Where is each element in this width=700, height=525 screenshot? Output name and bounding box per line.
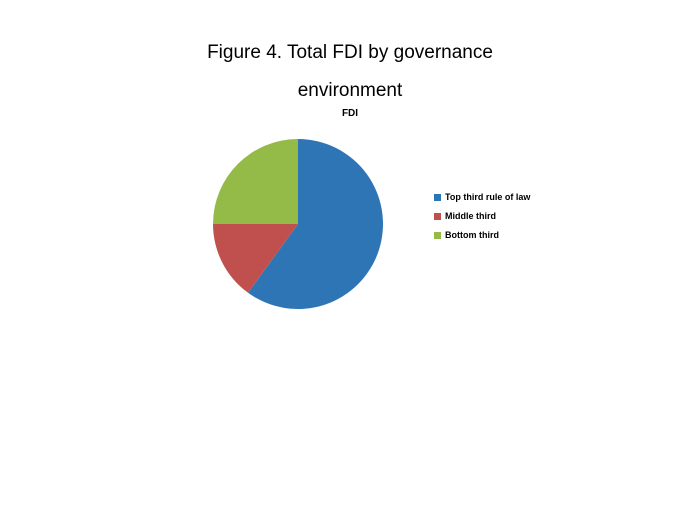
chart-legend: Top third rule of law Middle third Bottom … <box>434 192 530 249</box>
legend-swatch-icon <box>434 193 441 201</box>
legend-item-top-third-rule-of-law: Top third rule of law <box>434 192 530 202</box>
pie-slice-top-third-rule-of-law <box>248 139 383 309</box>
figure-title: Figure 4. Total FDI by governance enviro… <box>0 34 700 110</box>
figure-title-line-2: environment <box>297 80 403 101</box>
legend-swatch-icon <box>434 231 441 239</box>
legend-item-middle-third: Middle third <box>434 211 530 221</box>
pie-slice-bottom-third <box>213 139 298 224</box>
chart-title: FDI <box>341 108 359 119</box>
legend-item-bottom-third: Bottom third <box>434 230 530 240</box>
legend-label: Bottom third <box>445 230 499 240</box>
legend-label: Top third rule of law <box>445 192 531 202</box>
pie-slice-middle-third <box>213 224 298 293</box>
pie-chart <box>210 136 386 312</box>
pie-svg <box>213 139 383 309</box>
legend-label: Middle third <box>445 211 496 221</box>
figure-title-line-1: Figure 4. Total FDI by governance <box>207 42 493 63</box>
legend-swatch-icon <box>434 212 441 220</box>
